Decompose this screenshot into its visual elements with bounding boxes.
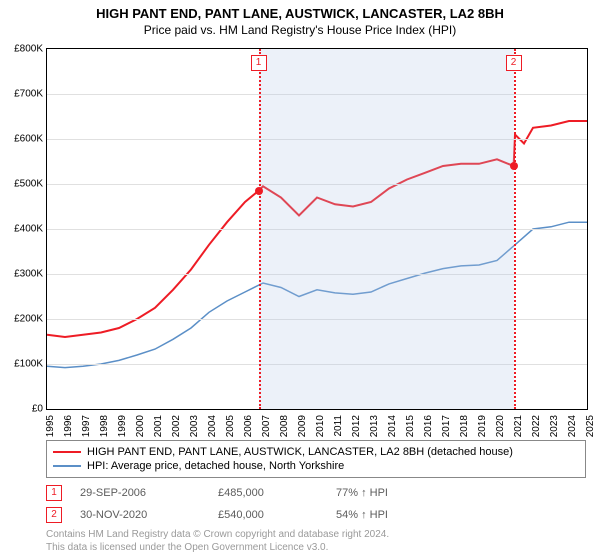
x-tick-label: 2021 bbox=[515, 387, 528, 409]
chart-container: HIGH PANT END, PANT LANE, AUSTWICK, LANC… bbox=[0, 0, 600, 560]
x-tick-label: 2001 bbox=[155, 387, 168, 409]
y-tick-label: £400K bbox=[14, 224, 47, 235]
legend-swatch bbox=[53, 465, 81, 467]
transaction-marker: 2 bbox=[46, 507, 62, 523]
transaction-hpi: 54% ↑ HPI bbox=[336, 509, 456, 521]
transaction-row: 2 30-NOV-2020 £540,000 54% ↑ HPI bbox=[46, 504, 586, 526]
transaction-dot bbox=[510, 162, 518, 170]
legend-swatch bbox=[53, 451, 81, 453]
reference-line bbox=[514, 49, 516, 409]
x-tick-label: 2005 bbox=[227, 387, 240, 409]
footer-line: Contains HM Land Registry data © Crown c… bbox=[46, 528, 389, 541]
reference-line bbox=[259, 49, 261, 409]
chart-title: HIGH PANT END, PANT LANE, AUSTWICK, LANC… bbox=[0, 0, 600, 21]
transaction-price: £540,000 bbox=[218, 509, 318, 521]
transactions-table: 1 29-SEP-2006 £485,000 77% ↑ HPI 2 30-NOV-202… bbox=[46, 482, 586, 526]
plot-area: £0£100K£200K£300K£400K£500K£600K£700K£80… bbox=[46, 48, 588, 410]
transaction-dot bbox=[255, 187, 263, 195]
x-tick-label: 1999 bbox=[119, 387, 132, 409]
x-tick-label: 2025 bbox=[587, 387, 600, 409]
shaded-region bbox=[259, 49, 514, 409]
legend-box: HIGH PANT END, PANT LANE, AUSTWICK, LANC… bbox=[46, 440, 586, 478]
x-tick-label: 1997 bbox=[83, 387, 96, 409]
transaction-date: 30-NOV-2020 bbox=[80, 509, 200, 521]
footer-line: This data is licensed under the Open Gov… bbox=[46, 541, 389, 554]
y-tick-label: £800K bbox=[14, 44, 47, 55]
x-tick-label: 2024 bbox=[569, 387, 582, 409]
transaction-row: 1 29-SEP-2006 £485,000 77% ↑ HPI bbox=[46, 482, 586, 504]
legend-item: HIGH PANT END, PANT LANE, AUSTWICK, LANC… bbox=[53, 445, 579, 459]
footer-attribution: Contains HM Land Registry data © Crown c… bbox=[46, 528, 389, 554]
x-tick-label: 2003 bbox=[191, 387, 204, 409]
y-tick-label: £200K bbox=[14, 314, 47, 325]
y-tick-label: £0 bbox=[32, 404, 47, 415]
x-tick-label: 2002 bbox=[173, 387, 186, 409]
y-tick-label: £700K bbox=[14, 89, 47, 100]
x-tick-label: 1995 bbox=[47, 387, 60, 409]
x-tick-label: 2006 bbox=[245, 387, 258, 409]
x-tick-label: 2023 bbox=[551, 387, 564, 409]
chart-subtitle: Price paid vs. HM Land Registry's House … bbox=[0, 21, 600, 41]
x-tick-label: 2022 bbox=[533, 387, 546, 409]
legend-label: HIGH PANT END, PANT LANE, AUSTWICK, LANC… bbox=[87, 446, 513, 458]
y-tick-label: £300K bbox=[14, 269, 47, 280]
transaction-marker: 1 bbox=[46, 485, 62, 501]
x-tick-label: 2000 bbox=[137, 387, 150, 409]
x-tick-label: 2004 bbox=[209, 387, 222, 409]
legend-label: HPI: Average price, detached house, Nort… bbox=[87, 460, 344, 472]
y-tick-label: £600K bbox=[14, 134, 47, 145]
transaction-price: £485,000 bbox=[218, 487, 318, 499]
reference-marker-label: 1 bbox=[251, 55, 267, 71]
x-tick-label: 1996 bbox=[65, 387, 78, 409]
y-tick-label: £500K bbox=[14, 179, 47, 190]
transaction-date: 29-SEP-2006 bbox=[80, 487, 200, 499]
legend-item: HPI: Average price, detached house, Nort… bbox=[53, 459, 579, 473]
reference-marker-label: 2 bbox=[506, 55, 522, 71]
x-tick-label: 1998 bbox=[101, 387, 114, 409]
transaction-hpi: 77% ↑ HPI bbox=[336, 487, 456, 499]
y-tick-label: £100K bbox=[14, 359, 47, 370]
